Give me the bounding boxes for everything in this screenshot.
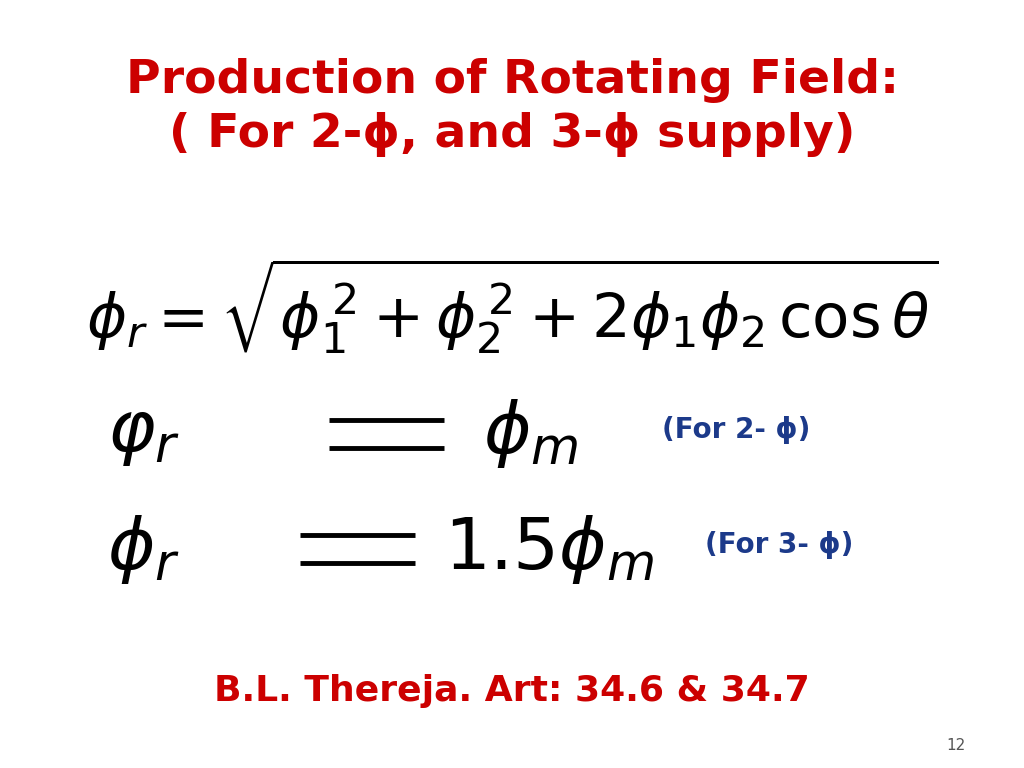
Text: 12: 12 (946, 737, 966, 753)
Text: Production of Rotating Field:: Production of Rotating Field: (126, 58, 898, 103)
Text: $\phi_r$: $\phi_r$ (106, 512, 179, 586)
Text: $\varphi_r$: $\varphi_r$ (106, 399, 179, 468)
Text: $1.5\phi_m$: $1.5\phi_m$ (444, 512, 654, 586)
Text: B.L. Thereja. Art: 34.6 & 34.7: B.L. Thereja. Art: 34.6 & 34.7 (214, 674, 810, 708)
Text: ( For 2-ϕ, and 3-ϕ supply): ( For 2-ϕ, and 3-ϕ supply) (169, 112, 855, 157)
Text: $\phi_m$: $\phi_m$ (483, 397, 579, 471)
Text: (For 3- ϕ): (For 3- ϕ) (706, 531, 853, 559)
Text: $\phi_r = \sqrt{\phi_1^{\,2} + \phi_2^{\,2} + 2\phi_1\phi_2\,\cos\theta}$: $\phi_r = \sqrt{\phi_1^{\,2} + \phi_2^{\… (86, 257, 938, 357)
Text: (For 2- ϕ): (For 2- ϕ) (662, 416, 810, 444)
